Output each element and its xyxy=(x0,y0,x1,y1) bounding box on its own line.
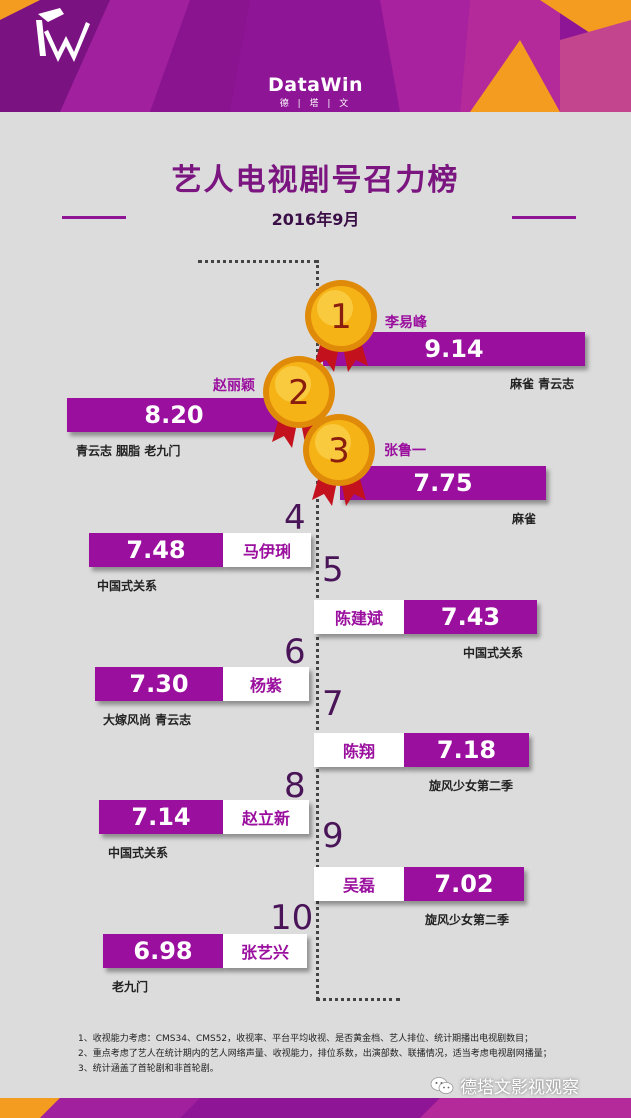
bar-value-8: 7.14 xyxy=(131,803,191,831)
footnote-1: 1、收视能力考虑：CMS34、CMS52，收视率、平台平均收视、是否黄金档、艺人… xyxy=(78,1034,534,1044)
artist-name-3: 张鲁一 xyxy=(384,443,426,459)
title-line-left xyxy=(62,216,126,219)
drama-list-4: 中国式关系 xyxy=(97,579,158,593)
bar-rank-10: 6.98 xyxy=(103,934,223,968)
rank-number-6: 6 xyxy=(284,632,306,672)
axis-bottom-dotted xyxy=(316,998,400,1001)
bar-value-3: 7.75 xyxy=(413,469,473,497)
bar-rank-2: 8.20 xyxy=(67,398,281,432)
medal-1-number: 1 xyxy=(330,297,352,337)
bar-rank-8: 7.14 xyxy=(99,800,223,834)
artist-name-6: 杨紫 xyxy=(223,667,309,701)
drama-list-1: 麻雀 青云志 xyxy=(510,377,575,391)
artist-name-5: 陈建斌 xyxy=(314,600,404,634)
footer-banner xyxy=(0,1098,631,1118)
bar-rank-9: 7.02 xyxy=(404,867,524,901)
artist-name-1: 李易峰 xyxy=(385,315,427,331)
medal-2-number: 2 xyxy=(288,373,310,413)
gold-medal-1-icon: 1 xyxy=(305,280,377,372)
axis-top-dotted xyxy=(198,260,318,263)
bar-rank-7: 7.18 xyxy=(404,733,529,767)
bar-value-7: 7.18 xyxy=(436,736,497,764)
datawin-logo-icon xyxy=(36,8,90,62)
bar-value-10: 6.98 xyxy=(133,937,193,965)
wechat-account: 德塔文影视观察 xyxy=(430,1073,579,1098)
artist-name-9: 吴磊 xyxy=(314,867,404,901)
rank-number-4: 4 xyxy=(284,498,306,538)
footnotes: 1、收视能力考虑：CMS34、CMS52，收视率、平台平均收视、是否黄金档、艺人… xyxy=(78,1032,618,1077)
medal-3-number: 3 xyxy=(328,431,350,471)
rank-number-10: 10 xyxy=(270,898,314,938)
artist-name-10: 张艺兴 xyxy=(223,934,307,968)
artist-name-7: 陈翔 xyxy=(314,733,404,767)
footnote-2: 2、重点考虑了艺人在统计期内的艺人网络声量、收视能力，排位系数，出演部数、联播情… xyxy=(78,1049,552,1059)
gold-medal-3-icon: 3 xyxy=(303,414,375,506)
bar-value-6: 7.30 xyxy=(129,670,189,698)
bar-value-4: 7.48 xyxy=(126,536,186,564)
drama-list-3: 麻雀 xyxy=(512,512,537,526)
drama-list-5: 中国式关系 xyxy=(463,646,524,660)
drama-list-10: 老九门 xyxy=(112,980,149,994)
drama-list-7: 旋风少女第二季 xyxy=(429,779,514,793)
rank-number-8: 8 xyxy=(284,766,306,806)
header-banner: DataWin 德 | 塔 | 文 xyxy=(0,0,631,112)
bar-rank-1: 9.14 xyxy=(323,332,585,366)
bar-value-9: 7.02 xyxy=(434,870,494,898)
footnote-3: 3、统计涵盖了首轮剧和非首轮剧。 xyxy=(78,1064,219,1074)
rank-number-7: 7 xyxy=(322,684,344,724)
drama-list-9: 旋风少女第二季 xyxy=(425,913,510,927)
bar-rank-6: 7.30 xyxy=(95,667,223,701)
wechat-label: 德塔文影视观察 xyxy=(460,1078,579,1098)
brand-subtitle: 德 | 塔 | 文 xyxy=(279,99,352,109)
artist-name-2: 赵丽颖 xyxy=(213,378,255,394)
bar-rank-3: 7.75 xyxy=(340,466,546,500)
drama-list-6: 大嫁风尚 青云志 xyxy=(103,713,192,727)
artist-name-4: 马伊琍 xyxy=(223,533,311,567)
rank-number-5: 5 xyxy=(322,550,344,590)
page-title: 艺人电视剧号召力榜 xyxy=(171,163,460,198)
rank-number-9: 9 xyxy=(322,816,344,856)
wechat-icon xyxy=(430,1076,454,1094)
bar-rank-5: 7.43 xyxy=(404,600,537,634)
title-line-right xyxy=(512,216,576,219)
drama-list-8: 中国式关系 xyxy=(108,846,169,860)
bar-value-2: 8.20 xyxy=(144,401,204,429)
header-decoration xyxy=(0,0,631,112)
bar-value-5: 7.43 xyxy=(440,603,501,631)
brand-name: DataWin xyxy=(268,74,363,96)
artist-name-8: 赵立新 xyxy=(223,800,309,834)
bar-value-1: 9.14 xyxy=(424,335,484,363)
footer-decoration xyxy=(0,1098,631,1118)
drama-list-2: 青云志 胭脂 老九门 xyxy=(76,444,181,458)
bar-rank-4: 7.48 xyxy=(89,533,223,567)
page-subtitle: 2016年9月 xyxy=(271,210,360,229)
